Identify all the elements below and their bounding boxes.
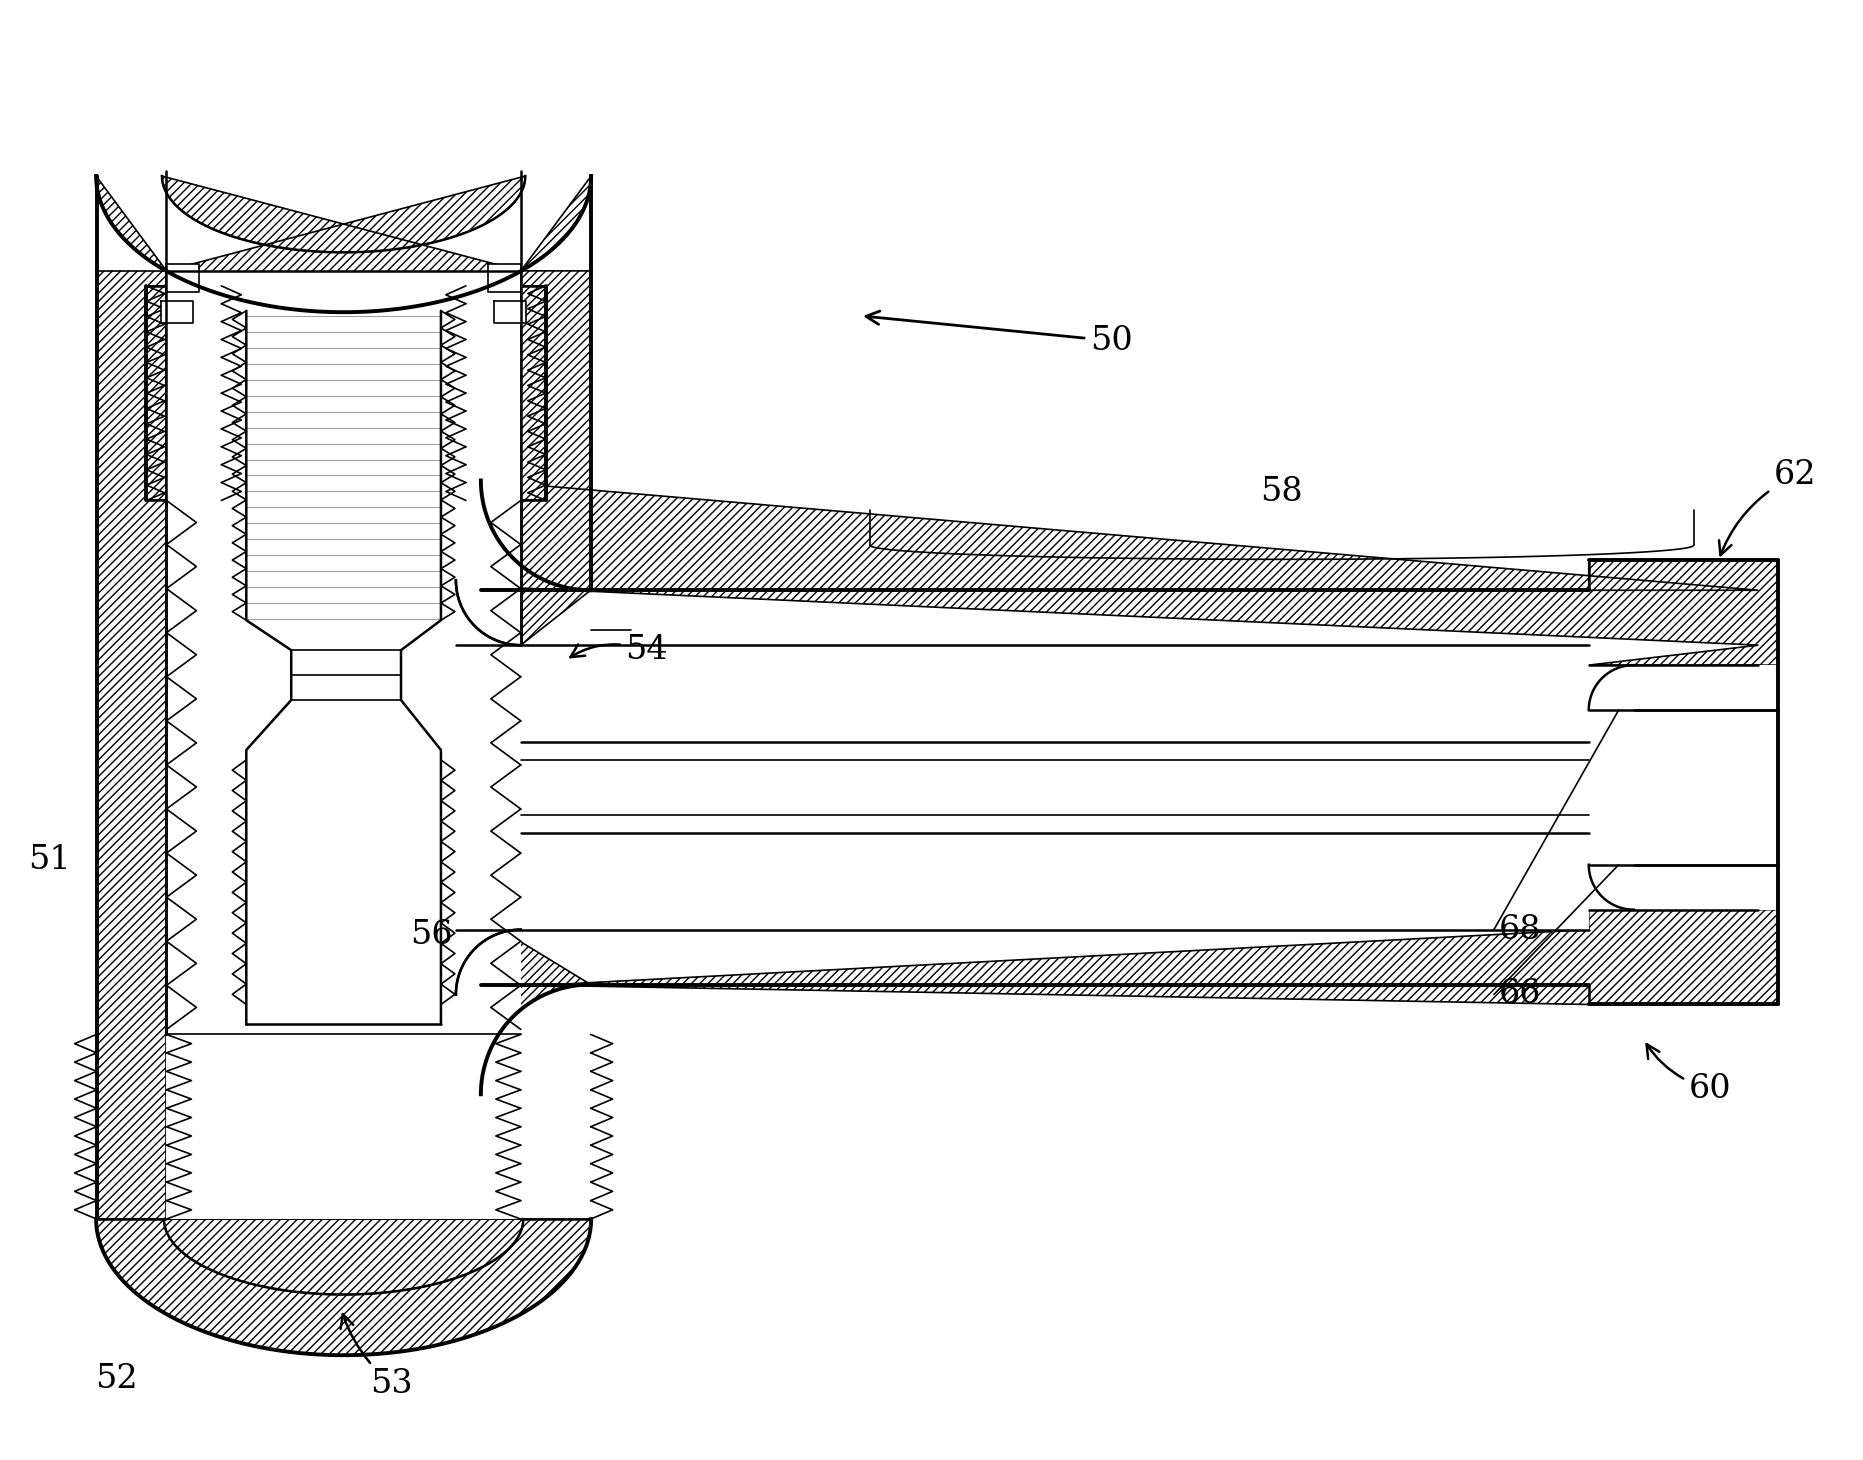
Text: 51: 51 <box>28 844 71 876</box>
Text: 60: 60 <box>1647 1044 1731 1105</box>
Polygon shape <box>1589 666 1779 910</box>
Polygon shape <box>522 272 591 645</box>
Text: 56: 56 <box>410 918 453 950</box>
Polygon shape <box>488 264 522 292</box>
Polygon shape <box>162 301 192 323</box>
Polygon shape <box>494 301 525 323</box>
Text: 54: 54 <box>570 634 669 666</box>
Text: 62: 62 <box>1720 460 1816 555</box>
Text: 50: 50 <box>866 311 1133 356</box>
Polygon shape <box>166 272 522 1219</box>
Polygon shape <box>166 264 199 292</box>
Text: 68: 68 <box>1500 914 1541 946</box>
Polygon shape <box>460 910 1779 1095</box>
Polygon shape <box>147 286 166 501</box>
Polygon shape <box>501 645 1589 930</box>
Polygon shape <box>522 286 546 501</box>
Polygon shape <box>166 927 522 1035</box>
Text: 66: 66 <box>1500 978 1541 1010</box>
Polygon shape <box>460 480 1779 666</box>
Text: 58: 58 <box>1261 476 1302 508</box>
Text: 53: 53 <box>341 1314 412 1400</box>
Polygon shape <box>97 1219 591 1355</box>
Polygon shape <box>97 177 591 312</box>
Polygon shape <box>166 286 522 647</box>
Polygon shape <box>97 272 166 1219</box>
Polygon shape <box>246 311 442 1025</box>
Text: 52: 52 <box>95 1362 138 1394</box>
